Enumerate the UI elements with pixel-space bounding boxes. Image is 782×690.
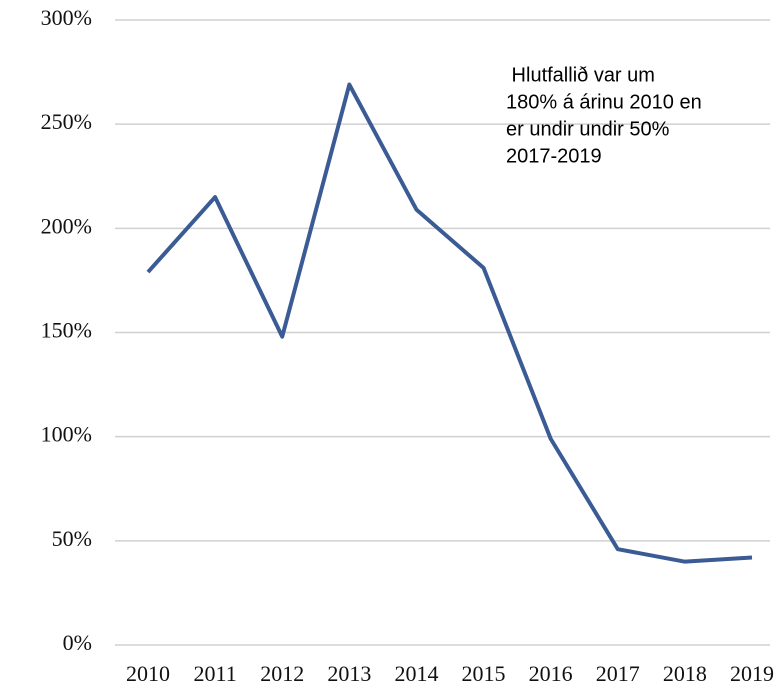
data-line (146, 82, 753, 564)
x-tick-label: 2018 (663, 661, 707, 686)
y-tick-label: 250% (41, 109, 92, 134)
x-tick-label: 2013 (327, 661, 371, 686)
annotation: er undir undir 50% (506, 118, 670, 140)
y-tick-label: 0% (63, 630, 92, 655)
x-tick-label: 2011 (194, 661, 237, 686)
y-tick-label: 150% (41, 318, 92, 343)
annotation: 180% á árinu 2010 en (506, 91, 702, 113)
x-tick-label: 2014 (394, 661, 438, 686)
y-tick-label: 300% (41, 5, 92, 30)
y-tick-label: 50% (52, 526, 92, 551)
annotation: 2017-2019 (506, 145, 602, 167)
x-tick-label: 2012 (260, 661, 304, 686)
x-tick-label: 2019 (730, 661, 774, 686)
x-tick-label: 2010 (126, 661, 170, 686)
y-tick-label: 200% (41, 213, 92, 238)
x-tick-label: 2017 (596, 661, 640, 686)
annotation: Hlutfallið var um (506, 64, 655, 86)
y-tick-label: 100% (41, 422, 92, 447)
x-tick-label: 2015 (462, 661, 506, 686)
x-tick-label: 2016 (529, 661, 573, 686)
